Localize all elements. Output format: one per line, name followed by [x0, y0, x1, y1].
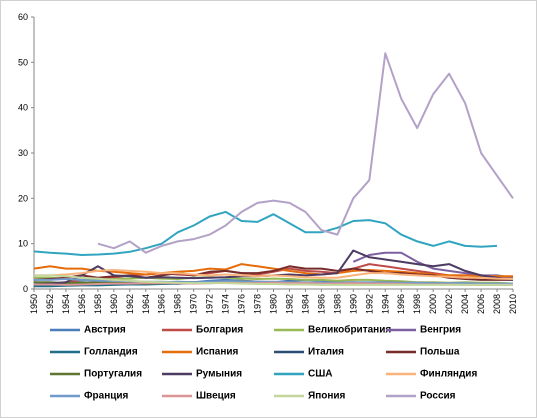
legend-label: Болгария — [196, 325, 243, 336]
y-tick-label: 60 — [18, 12, 28, 22]
x-tick-label: 2002 — [444, 294, 454, 314]
x-tick-label: 1998 — [412, 294, 422, 314]
x-tick-label: 2006 — [476, 294, 486, 314]
x-tick-label: 1954 — [61, 294, 71, 314]
legend-label: Швеция — [196, 391, 236, 402]
x-tick-label: 1990 — [348, 294, 358, 314]
legend-label: Япония — [308, 391, 346, 402]
legend-label: США — [308, 369, 333, 380]
legend-label: Польша — [420, 347, 460, 358]
legend-label: Финляндия — [420, 369, 477, 380]
x-tick-label: 1950 — [29, 294, 39, 314]
x-tick-label: 1964 — [141, 294, 151, 314]
legend-label: Италия — [308, 347, 344, 358]
x-tick-label: 1952 — [45, 294, 55, 314]
x-tick-label: 1970 — [189, 294, 199, 314]
y-tick-label: 0 — [23, 284, 28, 294]
legend-label: Румыния — [196, 369, 242, 380]
series-line — [97, 52, 514, 254]
legend-label: Венгрия — [420, 325, 461, 336]
x-tick-label: 2008 — [492, 294, 502, 314]
y-tick-label: 40 — [18, 103, 28, 113]
x-tick-label: 1992 — [364, 294, 374, 314]
x-tick-label: 1982 — [284, 294, 294, 314]
legend-label: Россия — [420, 391, 456, 402]
x-tick-label: 1958 — [93, 294, 103, 314]
x-tick-label: 1974 — [221, 294, 231, 314]
y-tick-label: 30 — [18, 148, 28, 158]
series-line — [34, 269, 514, 280]
x-tick-label: 1976 — [237, 294, 247, 314]
legend-label: Великобритания — [308, 324, 391, 336]
x-tick-label: 1960 — [109, 294, 119, 314]
x-tick-label: 1966 — [157, 294, 167, 314]
x-tick-label: 1996 — [396, 294, 406, 314]
x-tick-label: 1978 — [253, 294, 263, 314]
x-tick-label: 1972 — [205, 294, 215, 314]
x-tick-label: 2000 — [428, 294, 438, 314]
x-tick-label: 2010 — [508, 294, 518, 314]
x-tick-label: 1956 — [77, 294, 87, 314]
x-tick-label: 1986 — [316, 294, 326, 314]
y-tick-label: 20 — [18, 193, 28, 203]
x-tick-label: 2004 — [460, 294, 470, 314]
legend-label: Португалия — [84, 369, 142, 380]
x-tick-label: 1988 — [332, 294, 342, 314]
series-line — [33, 210, 498, 256]
legend-label: Франция — [84, 391, 129, 402]
x-tick-label: 1962 — [125, 294, 135, 314]
y-tick-label: 50 — [18, 57, 28, 67]
legend-label: Голландия — [84, 347, 138, 358]
legend-label: Австрия — [84, 325, 126, 336]
series-line — [34, 274, 513, 286]
y-tick-label: 10 — [18, 239, 28, 249]
legend-label: Испания — [196, 347, 239, 358]
x-tick-label: 1984 — [300, 294, 310, 314]
x-tick-label: 1994 — [380, 294, 390, 314]
x-tick-label: 1968 — [173, 294, 183, 314]
x-tick-label: 1980 — [269, 294, 279, 314]
